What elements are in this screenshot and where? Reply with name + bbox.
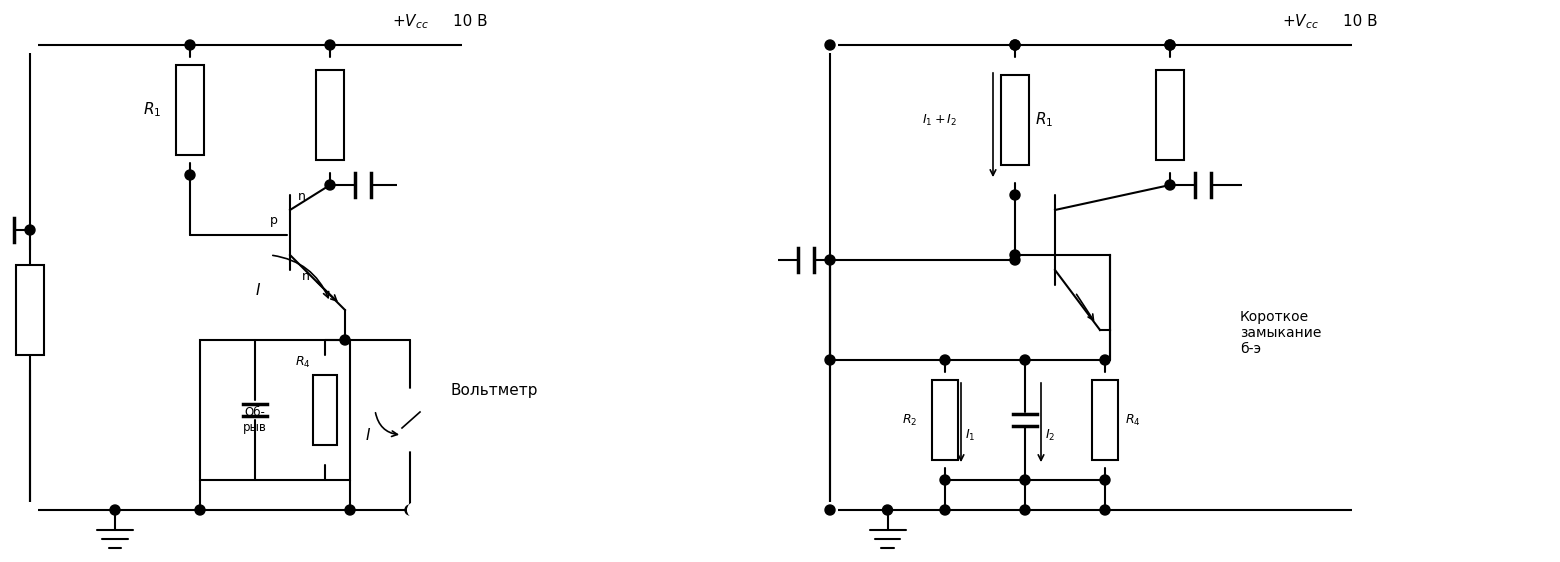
Text: $R_2$: $R_2$ (902, 413, 917, 428)
Text: p: p (270, 214, 278, 227)
Text: 10 B: 10 B (452, 15, 488, 29)
Bar (176, 65, 204, 155)
Circle shape (463, 38, 477, 52)
Circle shape (324, 40, 335, 50)
Circle shape (1100, 355, 1111, 365)
Bar (931, 380, 958, 460)
Circle shape (1165, 40, 1175, 50)
Bar (1092, 380, 1119, 460)
Circle shape (824, 38, 838, 52)
Circle shape (1353, 503, 1367, 517)
Circle shape (340, 335, 349, 345)
Circle shape (1020, 475, 1030, 485)
Circle shape (1009, 40, 1020, 50)
Bar (200, 340, 349, 480)
Circle shape (1009, 190, 1020, 200)
Text: Короткое
замыкание
б-э: Короткое замыкание б-э (1240, 310, 1321, 356)
Circle shape (1165, 180, 1175, 190)
Circle shape (1353, 38, 1367, 52)
Circle shape (186, 170, 195, 180)
Text: $I_1 + I_2$: $I_1 + I_2$ (922, 112, 958, 128)
Text: Об-
рыв: Об- рыв (243, 406, 267, 434)
Circle shape (1165, 40, 1175, 50)
Circle shape (941, 505, 950, 515)
Circle shape (1243, 178, 1257, 192)
Circle shape (186, 40, 195, 50)
Circle shape (23, 38, 37, 52)
Text: $R_4$: $R_4$ (1125, 413, 1140, 428)
Circle shape (1020, 355, 1030, 365)
Circle shape (1009, 250, 1020, 260)
Circle shape (324, 180, 335, 190)
Circle shape (23, 503, 37, 517)
Circle shape (1020, 505, 1030, 515)
Text: n: n (298, 190, 306, 203)
Text: $I$: $I$ (254, 282, 261, 298)
Circle shape (825, 255, 835, 265)
Circle shape (1009, 40, 1020, 50)
Bar (1002, 75, 1030, 165)
Circle shape (1100, 475, 1111, 485)
Circle shape (1009, 255, 1020, 265)
Text: $I_1$: $I_1$ (966, 428, 975, 442)
Circle shape (1100, 505, 1111, 515)
Text: $R_1$: $R_1$ (144, 101, 161, 119)
Text: $+V_{cc}$: $+V_{cc}$ (1282, 13, 1318, 31)
Text: $I$: $I$ (365, 427, 371, 443)
Circle shape (398, 178, 412, 192)
Circle shape (25, 225, 34, 235)
Circle shape (406, 505, 415, 515)
Circle shape (195, 505, 204, 515)
Circle shape (409, 503, 423, 517)
Text: $+V_{cc}$: $+V_{cc}$ (392, 13, 429, 31)
Bar (314, 375, 337, 445)
Circle shape (883, 505, 892, 515)
Circle shape (381, 390, 440, 450)
Circle shape (941, 355, 950, 365)
Bar (317, 70, 345, 160)
Bar (1156, 70, 1184, 160)
Text: $R_1$: $R_1$ (1034, 111, 1053, 129)
Circle shape (111, 505, 120, 515)
Text: Вольтметр: Вольтметр (449, 383, 538, 397)
Text: $R_4$: $R_4$ (295, 355, 310, 370)
Circle shape (763, 253, 777, 267)
Circle shape (825, 505, 835, 515)
Circle shape (825, 355, 835, 365)
Circle shape (345, 505, 356, 515)
Text: $I_2$: $I_2$ (1045, 428, 1055, 442)
Text: n: n (303, 270, 310, 283)
Circle shape (941, 475, 950, 485)
Bar (16, 265, 44, 355)
Circle shape (825, 40, 835, 50)
Circle shape (824, 503, 838, 517)
Text: 10 B: 10 B (1343, 15, 1377, 29)
